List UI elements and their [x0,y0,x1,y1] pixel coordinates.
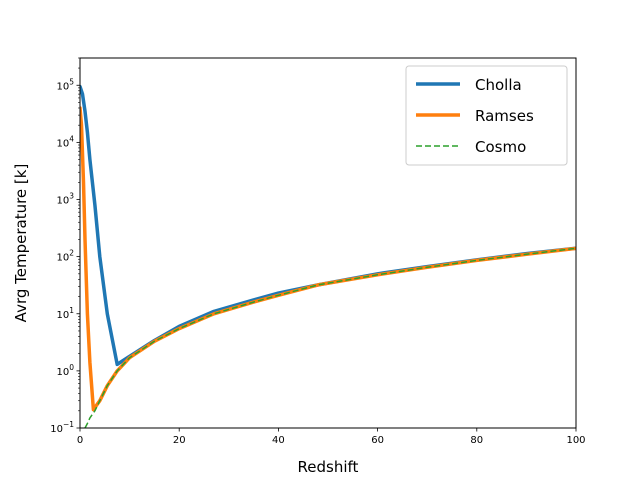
y-tick-label: 103 [56,192,74,207]
x-tick-label: 40 [272,435,285,446]
legend-label-cosmo: Cosmo [475,138,526,156]
y-tick-label: 100 [56,363,74,378]
y-tick-label: 102 [56,249,74,264]
x-tick-label: 100 [566,435,585,446]
x-tick-label: 20 [173,435,186,446]
x-ticks: 0 20 40 60 80 100 [77,428,586,446]
legend-label-ramses: Ramses [475,107,534,125]
y-ticks: 10−1 100 101 102 103 104 105 [50,57,80,435]
series-layer [80,84,576,428]
plot-frame [79,57,577,429]
x-axis-label: Redshift [298,458,359,476]
y-axis-label: Avrg Temperature [k] [12,164,30,323]
y-tick-label: 101 [56,306,74,321]
y-tick-label: 104 [56,134,74,149]
legend: Cholla Ramses Cosmo [405,65,568,166]
legend-box [405,65,568,166]
x-tick-label: 60 [371,435,384,446]
series-line-cosmo [84,247,576,428]
legend-label-cholla: Cholla [475,76,522,94]
y-tick-label: 10−1 [50,420,74,435]
x-tick-label: 0 [77,435,83,446]
y-tick-label: 105 [56,77,74,92]
x-tick-label: 80 [470,435,483,446]
